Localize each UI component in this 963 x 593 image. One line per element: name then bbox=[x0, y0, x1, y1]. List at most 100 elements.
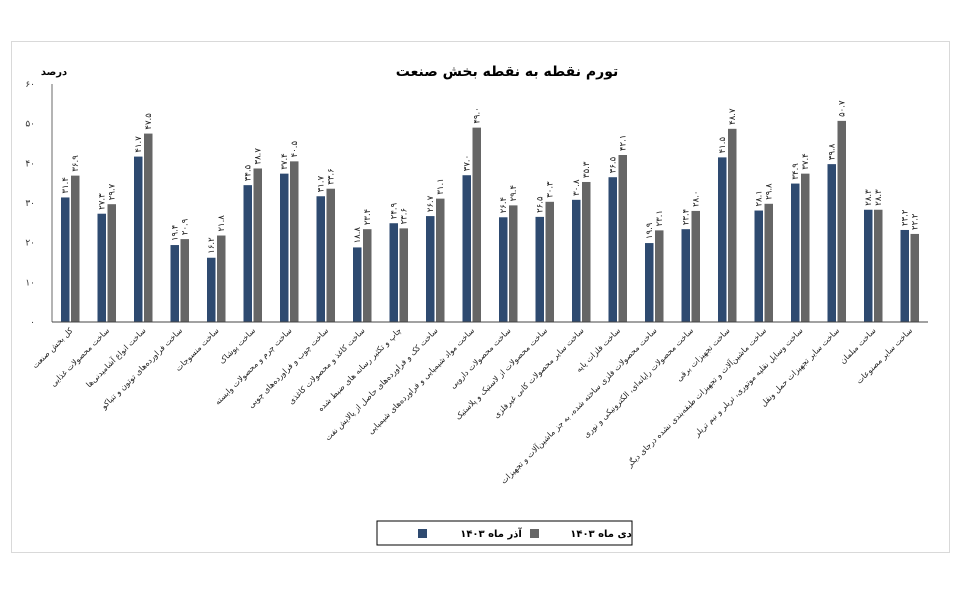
data-label-dey: ۲۳.۴ bbox=[363, 209, 373, 225]
y-axis-ticks: ۰ ۱۰ ۲۰ ۳۰ ۴۰ ۵۰ ۶۰ bbox=[25, 80, 35, 328]
bar-azar bbox=[754, 210, 763, 322]
bar-dey bbox=[910, 233, 919, 322]
bar-dey bbox=[217, 235, 226, 322]
bar-dey bbox=[691, 210, 700, 322]
bar-azar bbox=[499, 217, 508, 322]
bar-azar bbox=[718, 157, 727, 322]
bar-dey bbox=[363, 229, 372, 322]
data-label-azar: ۲۴.۹ bbox=[390, 202, 400, 219]
data-label-dey: ۳۶.۹ bbox=[71, 155, 81, 172]
bar-dey bbox=[509, 205, 518, 322]
bar-azar bbox=[243, 185, 252, 322]
data-label-azar: ۳۷.۰ bbox=[463, 155, 473, 171]
bar-dey bbox=[107, 204, 116, 322]
data-label-azar: ۲۷.۳ bbox=[98, 193, 108, 210]
data-label-dey: ۲۳.۶ bbox=[400, 208, 410, 224]
y-tick-label: ۲۰ bbox=[25, 239, 35, 249]
bar-dey bbox=[253, 168, 262, 322]
bar-azar bbox=[170, 245, 179, 322]
data-label-azar: ۱۸.۸ bbox=[353, 227, 363, 244]
bar-azar bbox=[97, 213, 106, 322]
data-label-dey: ۲۹.۸ bbox=[765, 183, 775, 200]
bar-dey bbox=[801, 173, 810, 322]
bar-azar bbox=[572, 199, 581, 322]
bar-dey bbox=[71, 175, 80, 322]
data-label-dey: ۴۹.۰ bbox=[473, 107, 483, 123]
data-label-dey: ۲۸.۰ bbox=[692, 191, 702, 207]
bar-dey bbox=[399, 228, 408, 322]
data-label-azar: ۳۶.۵ bbox=[609, 156, 619, 173]
data-label-dey: ۴۸.۷ bbox=[728, 108, 738, 125]
data-label-azar: ۲۶.۵ bbox=[536, 196, 546, 213]
data-label-azar: ۲۸.۱ bbox=[755, 190, 765, 206]
category-label: ساخت مبلمان bbox=[838, 326, 878, 366]
y-axis-unit-label: درصد bbox=[41, 67, 67, 78]
data-label-dey: ۳۰.۳ bbox=[546, 181, 556, 198]
data-label-dey: ۲۳.۱ bbox=[655, 210, 665, 226]
bar-dey bbox=[582, 181, 591, 322]
bar-series bbox=[61, 120, 919, 322]
bar-azar bbox=[827, 164, 836, 322]
data-label-azar: ۲۳.۴ bbox=[682, 209, 692, 225]
bar-dey bbox=[764, 203, 773, 322]
category-label: ساخت انواع آشامیدنی‌ها bbox=[84, 325, 148, 389]
category-label: ساخت سایر تجهیزات حمل ونقل bbox=[759, 326, 842, 409]
bar-dey bbox=[436, 198, 445, 322]
bar-azar bbox=[864, 209, 873, 322]
bar-azar bbox=[61, 197, 70, 322]
bar-azar bbox=[791, 183, 800, 322]
data-label-azar: ۴۱.۵ bbox=[718, 137, 728, 154]
bar-azar bbox=[389, 223, 398, 322]
bar-dey bbox=[874, 209, 883, 322]
data-label-azar: ۳۴.۵ bbox=[244, 164, 254, 181]
bar-azar bbox=[426, 216, 435, 322]
data-label-azar: ۲۸.۳ bbox=[864, 189, 874, 206]
data-label-dey: ۳۸.۷ bbox=[254, 148, 264, 165]
data-label-dey: ۲۹.۴ bbox=[509, 185, 519, 201]
bar-azar bbox=[353, 247, 362, 322]
data-label-dey: ۲۱.۸ bbox=[217, 215, 227, 232]
data-label-dey: ۲۰.۹ bbox=[181, 218, 191, 235]
bar-dey bbox=[618, 155, 627, 322]
bar-azar bbox=[462, 175, 471, 322]
data-label-azar: ۴۱.۷ bbox=[134, 136, 144, 153]
data-label-dey: ۲۹.۷ bbox=[108, 183, 118, 200]
data-label-dey: ۴۷.۵ bbox=[144, 113, 154, 130]
bar-azar bbox=[645, 243, 654, 322]
data-label-azar: ۲۶.۴ bbox=[499, 197, 509, 213]
bar-dey bbox=[545, 201, 554, 322]
bar-azar bbox=[535, 216, 544, 322]
y-tick-label: ۴۰ bbox=[25, 159, 35, 169]
data-label-dey: ۳۱.۱ bbox=[436, 178, 446, 194]
data-label-dey: ۲۲.۲ bbox=[911, 213, 921, 230]
bar-dey bbox=[326, 188, 335, 322]
bar-dey bbox=[472, 127, 481, 322]
bar-azar bbox=[280, 173, 289, 322]
bar-azar bbox=[207, 257, 216, 322]
bar-azar bbox=[608, 177, 617, 322]
category-label: ساخت چرم و محصولات وابسته bbox=[213, 326, 294, 407]
data-label-azar: ۱۹.۹ bbox=[645, 222, 655, 239]
bar-dey bbox=[655, 230, 664, 322]
bar-azar bbox=[900, 229, 909, 322]
data-label-azar: ۳۱.۷ bbox=[317, 175, 327, 192]
data-label-dey: ۳۵.۳ bbox=[582, 161, 592, 178]
data-label-dey: ۴۲.۱ bbox=[619, 135, 629, 151]
bar-dey bbox=[837, 120, 846, 322]
data-label-dey: ۳۷.۴ bbox=[801, 153, 811, 169]
data-label-azar: ۱۶.۲ bbox=[207, 237, 217, 254]
data-label-azar: ۳۹.۸ bbox=[828, 143, 838, 160]
category-label: ساخت فراورده‌های توتون و تنباکو bbox=[99, 326, 185, 412]
chart-title: تورم نقطه به نقطه بخش صنعت bbox=[396, 64, 619, 80]
data-label-azar: ۲۶.۷ bbox=[426, 195, 436, 212]
legend: آذر ماه ۱۴۰۳ دی ماه ۱۴۰۳ bbox=[376, 520, 633, 546]
bar-dey bbox=[180, 239, 189, 322]
bar-dey bbox=[144, 133, 153, 322]
legend-label-azar: آذر ماه ۱۴۰۳ bbox=[460, 527, 522, 540]
data-label-azar: ۳۴.۹ bbox=[791, 163, 801, 180]
category-label: ساخت ماشین‌آلات و تجهیزات طبقه‌بندی نشده… bbox=[624, 325, 769, 470]
y-tick-label: ۳۰ bbox=[25, 199, 35, 209]
category-label: ساخت محصولات دارویی bbox=[448, 326, 513, 391]
